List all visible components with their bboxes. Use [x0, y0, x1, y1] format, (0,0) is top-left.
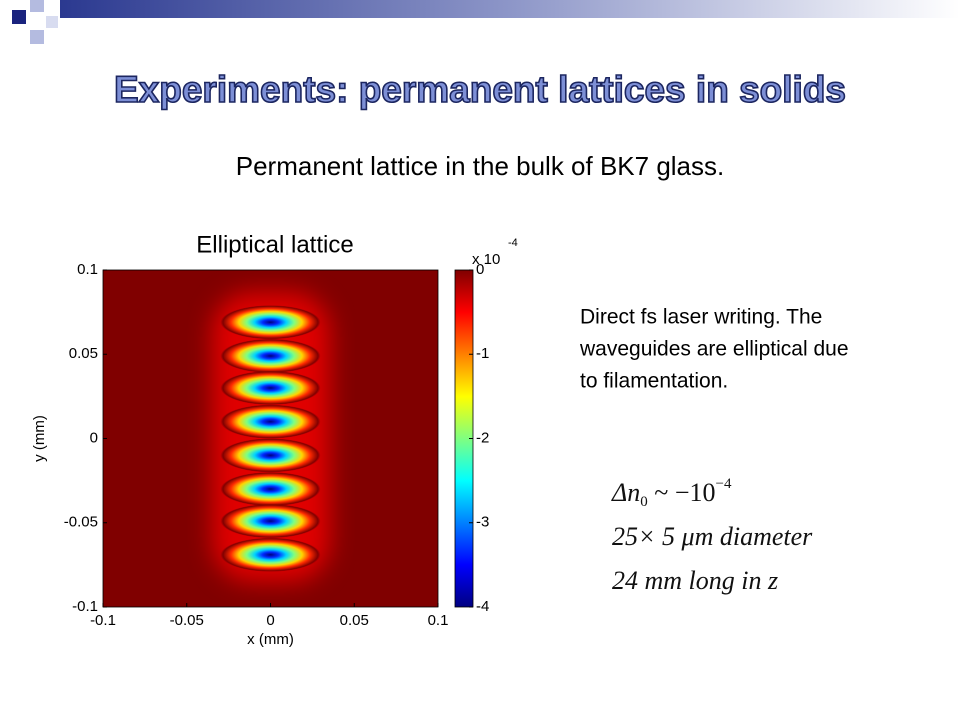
waveguide — [220, 404, 321, 439]
waveguide — [220, 338, 321, 373]
slide-subtitle: Permanent lattice in the bulk of BK7 gla… — [236, 151, 725, 181]
x-axis-label: x (mm) — [247, 631, 294, 648]
x-tick-label: 0.05 — [340, 612, 369, 629]
equation: 25× 5 μm diameter — [612, 522, 813, 551]
note-line: to filamentation. — [580, 370, 728, 393]
note-line: Direct fs laser writing. The — [580, 306, 822, 329]
waveguide — [220, 537, 321, 572]
x-tick-label: 0 — [266, 612, 274, 629]
y-axis-label: y (mm) — [31, 415, 48, 462]
y-tick-label: 0 — [90, 429, 98, 446]
slide-title: Experiments: permanent lattices in solid… — [114, 69, 846, 110]
waveguide — [220, 305, 321, 340]
header-decoration — [12, 0, 960, 44]
x-tick-label: 0.1 — [428, 612, 449, 629]
note-line: waveguides are elliptical due — [579, 338, 849, 361]
y-tick-label: 0.1 — [77, 261, 98, 278]
plot-area — [103, 270, 438, 607]
equation-sub: 0 — [640, 494, 648, 510]
colorbar-tick-label: -1 — [476, 345, 489, 362]
waveguide — [220, 472, 321, 507]
colorbar-exponent: -4 — [508, 237, 518, 249]
heatmap-chart: Elliptical lattice -0.1 -0.05 0 0.05 0.1 0.1 0.… — [31, 231, 518, 648]
colorbar-multiplier-base: x 10 — [472, 251, 500, 268]
notes: Direct fs laser writing. The waveguides a… — [579, 306, 849, 393]
equation-main: Δn — [611, 478, 640, 507]
colorbar-tick-label: -3 — [476, 514, 489, 531]
waveguide — [220, 504, 321, 539]
x-tick-label: -0.1 — [90, 612, 116, 629]
colorbar-tick-label: 0 — [476, 261, 484, 278]
waveguide — [220, 370, 321, 405]
y-tick-label: -0.05 — [64, 514, 98, 531]
equation-rest: ~ −10 — [648, 478, 716, 507]
equation: 24 mm long in z — [612, 566, 778, 595]
waveguide — [220, 438, 321, 473]
x-tick-label: -0.05 — [170, 612, 204, 629]
y-tick-label: -0.1 — [72, 598, 98, 615]
equation: Δn0 ~ −10−4 — [611, 476, 732, 510]
y-tick-label: 0.05 — [69, 345, 98, 362]
equation-sup: −4 — [716, 476, 732, 492]
colorbar-tick-label: -2 — [476, 429, 489, 446]
chart-title: Elliptical lattice — [196, 231, 353, 258]
equations: Δn0 ~ −10−4 25× 5 μm diameter 24 mm long i… — [611, 476, 813, 595]
colorbar-tick-label: -4 — [476, 598, 489, 615]
colorbar-multiplier: x 10 — [472, 251, 500, 268]
